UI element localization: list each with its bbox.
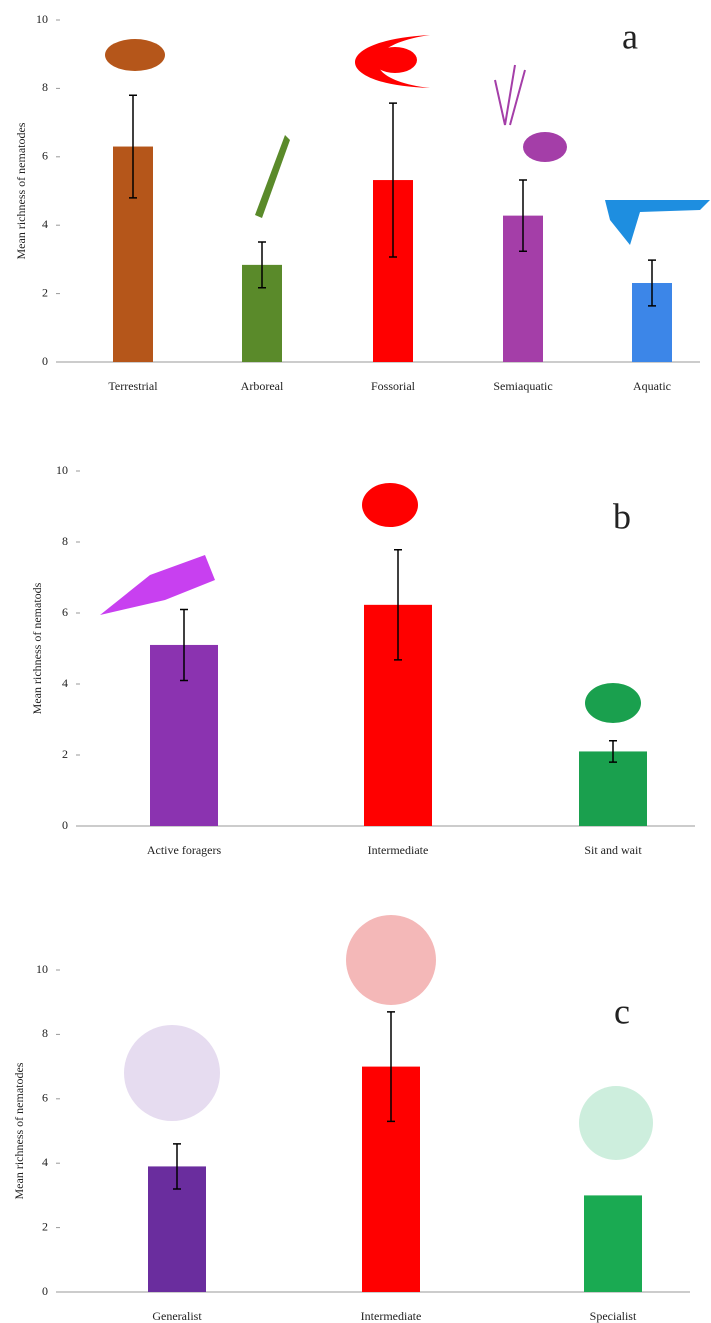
y-tick-label: 8	[62, 534, 68, 548]
terrestrial-icon	[105, 39, 165, 71]
y-tick-label: 4	[42, 217, 48, 231]
y-tick-label: 8	[42, 80, 48, 94]
page: 0 2 4 6 8 10 Mean richness of nematodes a Terres…	[0, 0, 711, 1323]
y-tick-label: 8	[42, 1026, 48, 1040]
y-tick-label: 2	[62, 747, 68, 761]
x-tick-label: Arboreal	[241, 379, 284, 393]
y-tick-label: 10	[36, 962, 48, 976]
x-tick-label: Intermediate	[361, 1309, 422, 1323]
intermediate-diet-icon	[346, 915, 436, 1005]
aquatic-icon	[605, 200, 710, 245]
y-tick-label: 6	[62, 605, 68, 619]
specialist-icon	[579, 1086, 653, 1160]
y-tick-label: 6	[42, 1091, 48, 1105]
y-tick-label: 10	[36, 12, 48, 26]
semiaquatic-icon	[523, 132, 567, 162]
intermediate-icon	[362, 483, 418, 527]
y-tick-label: 4	[42, 1155, 48, 1169]
active-icon	[100, 555, 215, 615]
x-tick-label: Generalist	[152, 1309, 202, 1323]
sit-icon	[585, 683, 641, 723]
x-tick-label: Semiaquatic	[493, 379, 552, 393]
y-tick-label: 2	[42, 1219, 48, 1233]
x-tick-label: Sit and wait	[584, 843, 642, 857]
y-tick-label: 0	[42, 1284, 48, 1298]
y-tick-label: 0	[42, 354, 48, 368]
bar	[584, 1195, 642, 1292]
x-tick-label: Specialist	[590, 1309, 637, 1323]
y-axis-label: Mean richness of nematodes	[12, 1062, 26, 1199]
panel-label: a	[622, 16, 638, 56]
x-tick-label: Intermediate	[368, 843, 429, 857]
panel-label: c	[614, 991, 630, 1031]
panel-label: b	[613, 496, 631, 536]
y-tick-label: 6	[42, 149, 48, 163]
x-tick-label: Active foragers	[147, 843, 222, 857]
arboreal-icon	[255, 135, 290, 218]
y-tick-label: 4	[62, 676, 68, 690]
generalist-icon	[124, 1025, 220, 1121]
x-tick-label: Aquatic	[633, 379, 671, 393]
x-tick-label: Fossorial	[371, 379, 416, 393]
y-axis-label: Mean richness of nematods	[30, 582, 44, 714]
y-tick-label: 2	[42, 285, 48, 299]
y-axis-label: Mean richness of nematodes	[14, 122, 28, 259]
y-tick-label: 10	[56, 463, 68, 477]
x-tick-label: Terrestrial	[108, 379, 158, 393]
semiaquatic-reeds	[495, 65, 525, 125]
fossorial-icon-body	[373, 47, 417, 73]
figure: 0 2 4 6 8 10 Mean richness of nematodes a Terres…	[0, 0, 711, 1323]
y-tick-label: 0	[62, 818, 68, 832]
